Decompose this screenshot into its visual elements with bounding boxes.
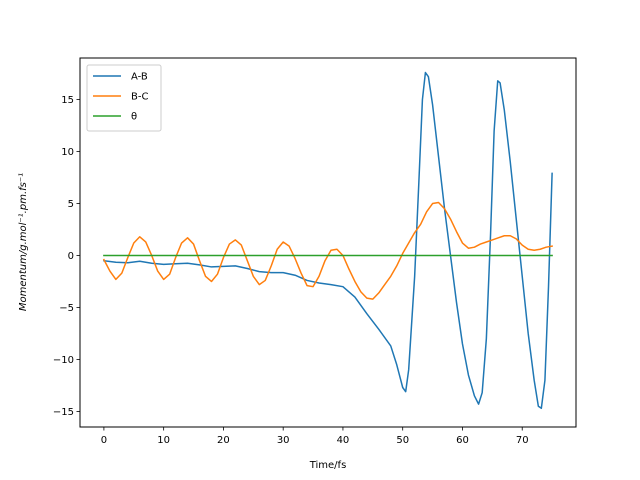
y-axis-label: Momentum/g.mol⁻¹.pm.fs⁻¹ (18, 173, 29, 311)
series-line-0 (103, 71, 553, 410)
legend: A-B B-C θ (86, 64, 162, 132)
plot-frame (79, 57, 577, 428)
y-tick-label: −10 (53, 355, 74, 366)
legend-label-2: θ (131, 112, 137, 123)
x-tick-label: 30 (277, 435, 290, 446)
y-tick-label: −5 (59, 303, 74, 314)
legend-box (86, 64, 162, 132)
series-layer (102, 71, 553, 410)
legend-label-0: A-B (131, 72, 148, 83)
legend-label-1: B-C (131, 92, 148, 103)
x-tick-label: 70 (516, 435, 529, 446)
x-tick-label: 0 (101, 435, 107, 446)
y-tick-label: 0 (68, 251, 74, 262)
x-tick-label: 10 (157, 435, 170, 446)
y-tick-label: 5 (68, 199, 74, 210)
y-tick-label: 15 (61, 95, 74, 106)
x-axis-label: Time/fs (309, 460, 347, 471)
x-tick-label: 40 (337, 435, 350, 446)
legend-items: A-B B-C θ (93, 72, 148, 123)
y-tick-label: −15 (53, 407, 74, 418)
x-tick-label: 60 (456, 435, 469, 446)
x-axis-ticks: 0 10 20 30 40 50 60 70 (101, 427, 529, 446)
x-tick-label: 50 (396, 435, 409, 446)
x-tick-label: 20 (217, 435, 230, 446)
y-tick-label: 10 (61, 147, 74, 158)
y-axis-ticks: −15 −10 −5 0 5 10 15 (53, 95, 80, 418)
